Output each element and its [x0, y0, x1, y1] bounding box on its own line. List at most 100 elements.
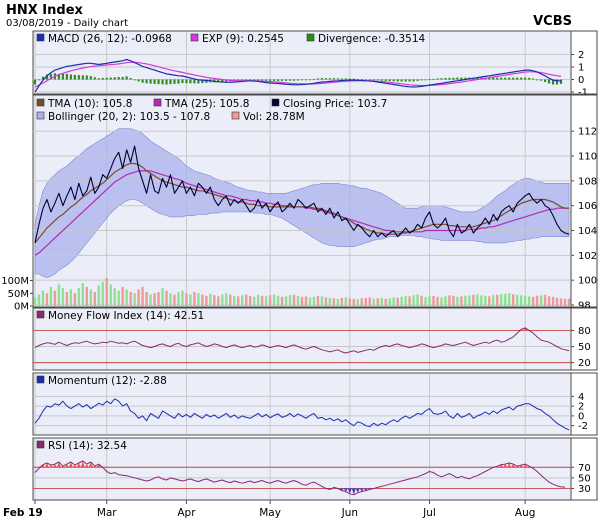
divergence-bar	[464, 77, 467, 80]
divergence-bar	[41, 76, 45, 80]
divergence-bar	[57, 73, 61, 80]
price-ytick-label-4: 106	[578, 201, 597, 212]
divergence-bar	[543, 79, 547, 82]
volume-bar	[308, 297, 312, 306]
volume-bar	[165, 290, 168, 306]
price-ytick-label-2: 102	[578, 251, 597, 262]
mfi-ytick-label-1: 50	[578, 342, 591, 353]
price-ytick-label-5: 108	[578, 176, 597, 187]
divergence-bar	[205, 79, 208, 83]
volume-bar	[400, 296, 403, 306]
divergence-bar	[452, 77, 455, 80]
volume-bar	[37, 294, 41, 306]
volume-bar	[563, 298, 567, 306]
divergence-bar	[153, 79, 156, 84]
divergence-bar	[360, 79, 363, 81]
macd-ytick-label-1: 0	[578, 75, 584, 86]
volume-bar	[500, 294, 503, 306]
divergence-bar	[420, 79, 423, 81]
volume-bar	[324, 297, 328, 306]
volume-bar	[185, 293, 188, 306]
divergence-bar	[304, 79, 308, 81]
divergence-bar	[73, 74, 76, 80]
momentum-legend-swatch-0	[36, 375, 45, 384]
volume-bar	[245, 294, 248, 306]
divergence-bar	[384, 79, 387, 81]
volume-bar	[193, 291, 196, 306]
divergence-bar	[396, 79, 399, 82]
divergence-bar	[440, 78, 443, 80]
volume-bar	[388, 298, 391, 306]
momentum-line	[34, 398, 570, 431]
mfi-legend-swatch-0	[36, 310, 45, 319]
volume-bar	[284, 296, 288, 306]
volume-bar	[61, 288, 65, 306]
divergence-bar	[551, 79, 555, 85]
volume-bar	[141, 286, 144, 306]
divergence-bar	[145, 79, 148, 84]
volume-bar	[268, 295, 272, 306]
divergence-bar	[504, 77, 507, 80]
volume-bar	[316, 295, 320, 306]
x-axis: Feb 19 Mar Apr May Jun Jul Aug	[3, 500, 535, 519]
volume-bar	[480, 295, 483, 306]
brand-label: VCBS	[533, 14, 572, 29]
divergence-bar	[516, 77, 519, 80]
volume-bar	[352, 298, 356, 306]
volume-bar	[519, 295, 523, 306]
divergence-bar	[432, 78, 435, 80]
volume-bar	[440, 297, 443, 306]
volume-bar	[508, 293, 511, 306]
divergence-bar	[45, 74, 49, 80]
price-panel: 98 100 102 104 106 108 110 112 0M 50M 100M TMA (10)…	[1, 94, 598, 313]
price-ytick-label-1: 100	[578, 276, 597, 287]
divergence-bar	[249, 79, 252, 81]
volume-bar	[376, 298, 379, 306]
divergence-bar	[165, 79, 168, 85]
volume-bar	[276, 295, 280, 306]
volume-bar	[436, 296, 439, 306]
volume-bar	[209, 293, 212, 306]
volume-bar	[217, 296, 220, 306]
volume-bar	[340, 297, 344, 306]
divergence-bar	[280, 79, 284, 81]
divergence-bar	[547, 79, 551, 84]
divergence-bar	[292, 79, 296, 81]
divergence-bar	[173, 79, 176, 84]
divergence-bar	[555, 79, 559, 85]
volume-bar	[89, 289, 92, 306]
divergence-bar	[436, 78, 439, 80]
momentum-ytick-label-3: 4	[578, 392, 584, 403]
volume-bar	[543, 294, 547, 306]
divergence-bar	[364, 79, 367, 81]
volume-bar	[396, 297, 399, 306]
divergence-bar	[193, 79, 196, 84]
divergence-bar	[81, 75, 84, 80]
divergence-bar	[408, 79, 411, 82]
macd-ytick-label-3: 2	[578, 50, 584, 61]
volume-bar	[515, 294, 519, 306]
macd-axis-area	[570, 30, 598, 95]
volume-bar	[392, 297, 395, 306]
price-legend-swatch-4	[231, 111, 240, 120]
divergence-bar	[320, 78, 324, 80]
rsi-axis-area	[570, 437, 598, 501]
volume-bar	[237, 296, 240, 306]
volume-bar	[567, 298, 571, 306]
divergence-bar	[524, 77, 527, 80]
volume-bar	[233, 295, 236, 306]
volume-tick-label-2: 100M	[1, 276, 29, 287]
volume-bar	[205, 295, 208, 306]
divergence-bar	[133, 79, 136, 81]
volume-bar	[125, 289, 128, 306]
volume-bar	[559, 298, 563, 306]
divergence-bar	[189, 79, 192, 84]
volume-bar	[288, 295, 292, 306]
divergence-bar	[253, 79, 256, 81]
divergence-bar	[257, 79, 260, 81]
divergence-bar	[488, 77, 491, 80]
macd-ytick-label-0: -1	[578, 88, 588, 99]
chart-title: HNX Index	[6, 3, 84, 18]
